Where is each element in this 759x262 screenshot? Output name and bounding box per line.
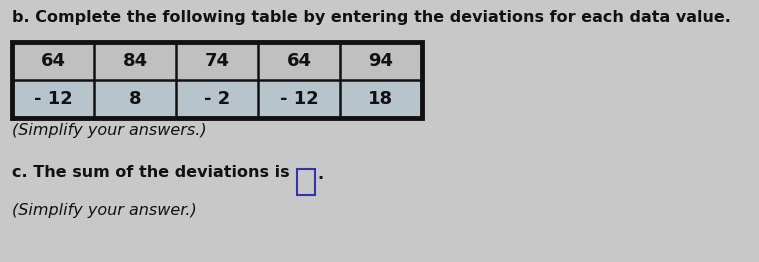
Bar xyxy=(12,42,422,118)
Bar xyxy=(297,169,315,195)
Text: 18: 18 xyxy=(368,90,394,108)
Text: c. The sum of the deviations is: c. The sum of the deviations is xyxy=(12,165,290,180)
Text: 8: 8 xyxy=(129,90,141,108)
Text: (Simplify your answer.): (Simplify your answer.) xyxy=(12,203,197,218)
Text: 94: 94 xyxy=(369,52,393,70)
Text: - 12: - 12 xyxy=(279,90,318,108)
Text: (Simplify your answers.): (Simplify your answers.) xyxy=(12,123,206,138)
Text: 84: 84 xyxy=(122,52,147,70)
Text: 64: 64 xyxy=(40,52,65,70)
Text: b. Complete the following table by entering the deviations for each data value.: b. Complete the following table by enter… xyxy=(12,10,731,25)
Text: - 2: - 2 xyxy=(204,90,230,108)
Text: 74: 74 xyxy=(204,52,229,70)
Text: 64: 64 xyxy=(286,52,311,70)
Bar xyxy=(12,42,422,80)
Bar xyxy=(12,80,422,118)
Text: .: . xyxy=(317,167,323,182)
Text: - 12: - 12 xyxy=(33,90,72,108)
